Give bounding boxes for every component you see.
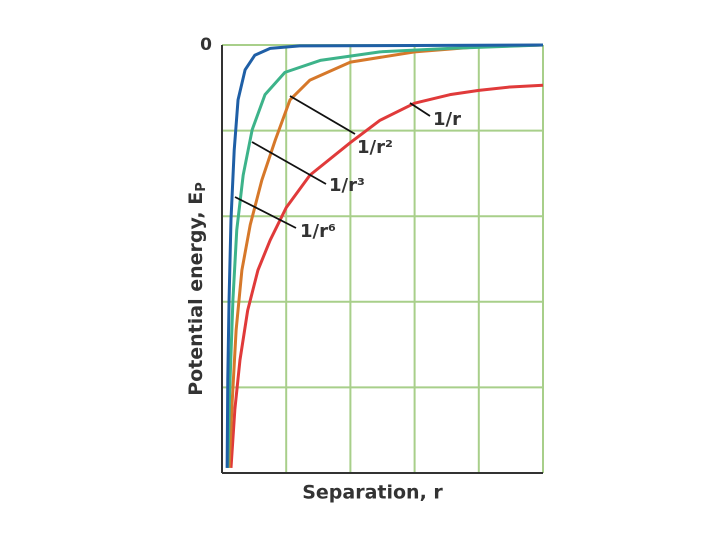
y-axis-label: Potential energy, EP	[185, 182, 209, 396]
leader-line	[409, 102, 431, 117]
leader-line	[251, 141, 327, 185]
series-label: 1/r	[433, 109, 461, 130]
series-label: 1/r³	[329, 175, 365, 196]
y-axis-label-text: Potential energy, E	[185, 192, 207, 396]
series-label: 1/r⁶	[300, 221, 336, 242]
leader-line	[234, 196, 297, 229]
curve	[227, 43, 544, 468]
y-tick-label: 0	[200, 35, 212, 55]
leader-line	[289, 95, 356, 135]
series-label: 1/r²	[357, 137, 393, 158]
y-axis-label-subscript: P	[194, 182, 209, 192]
curve	[226, 43, 544, 468]
x-axis-label: Separation, r	[302, 482, 443, 504]
curve	[225, 43, 544, 468]
